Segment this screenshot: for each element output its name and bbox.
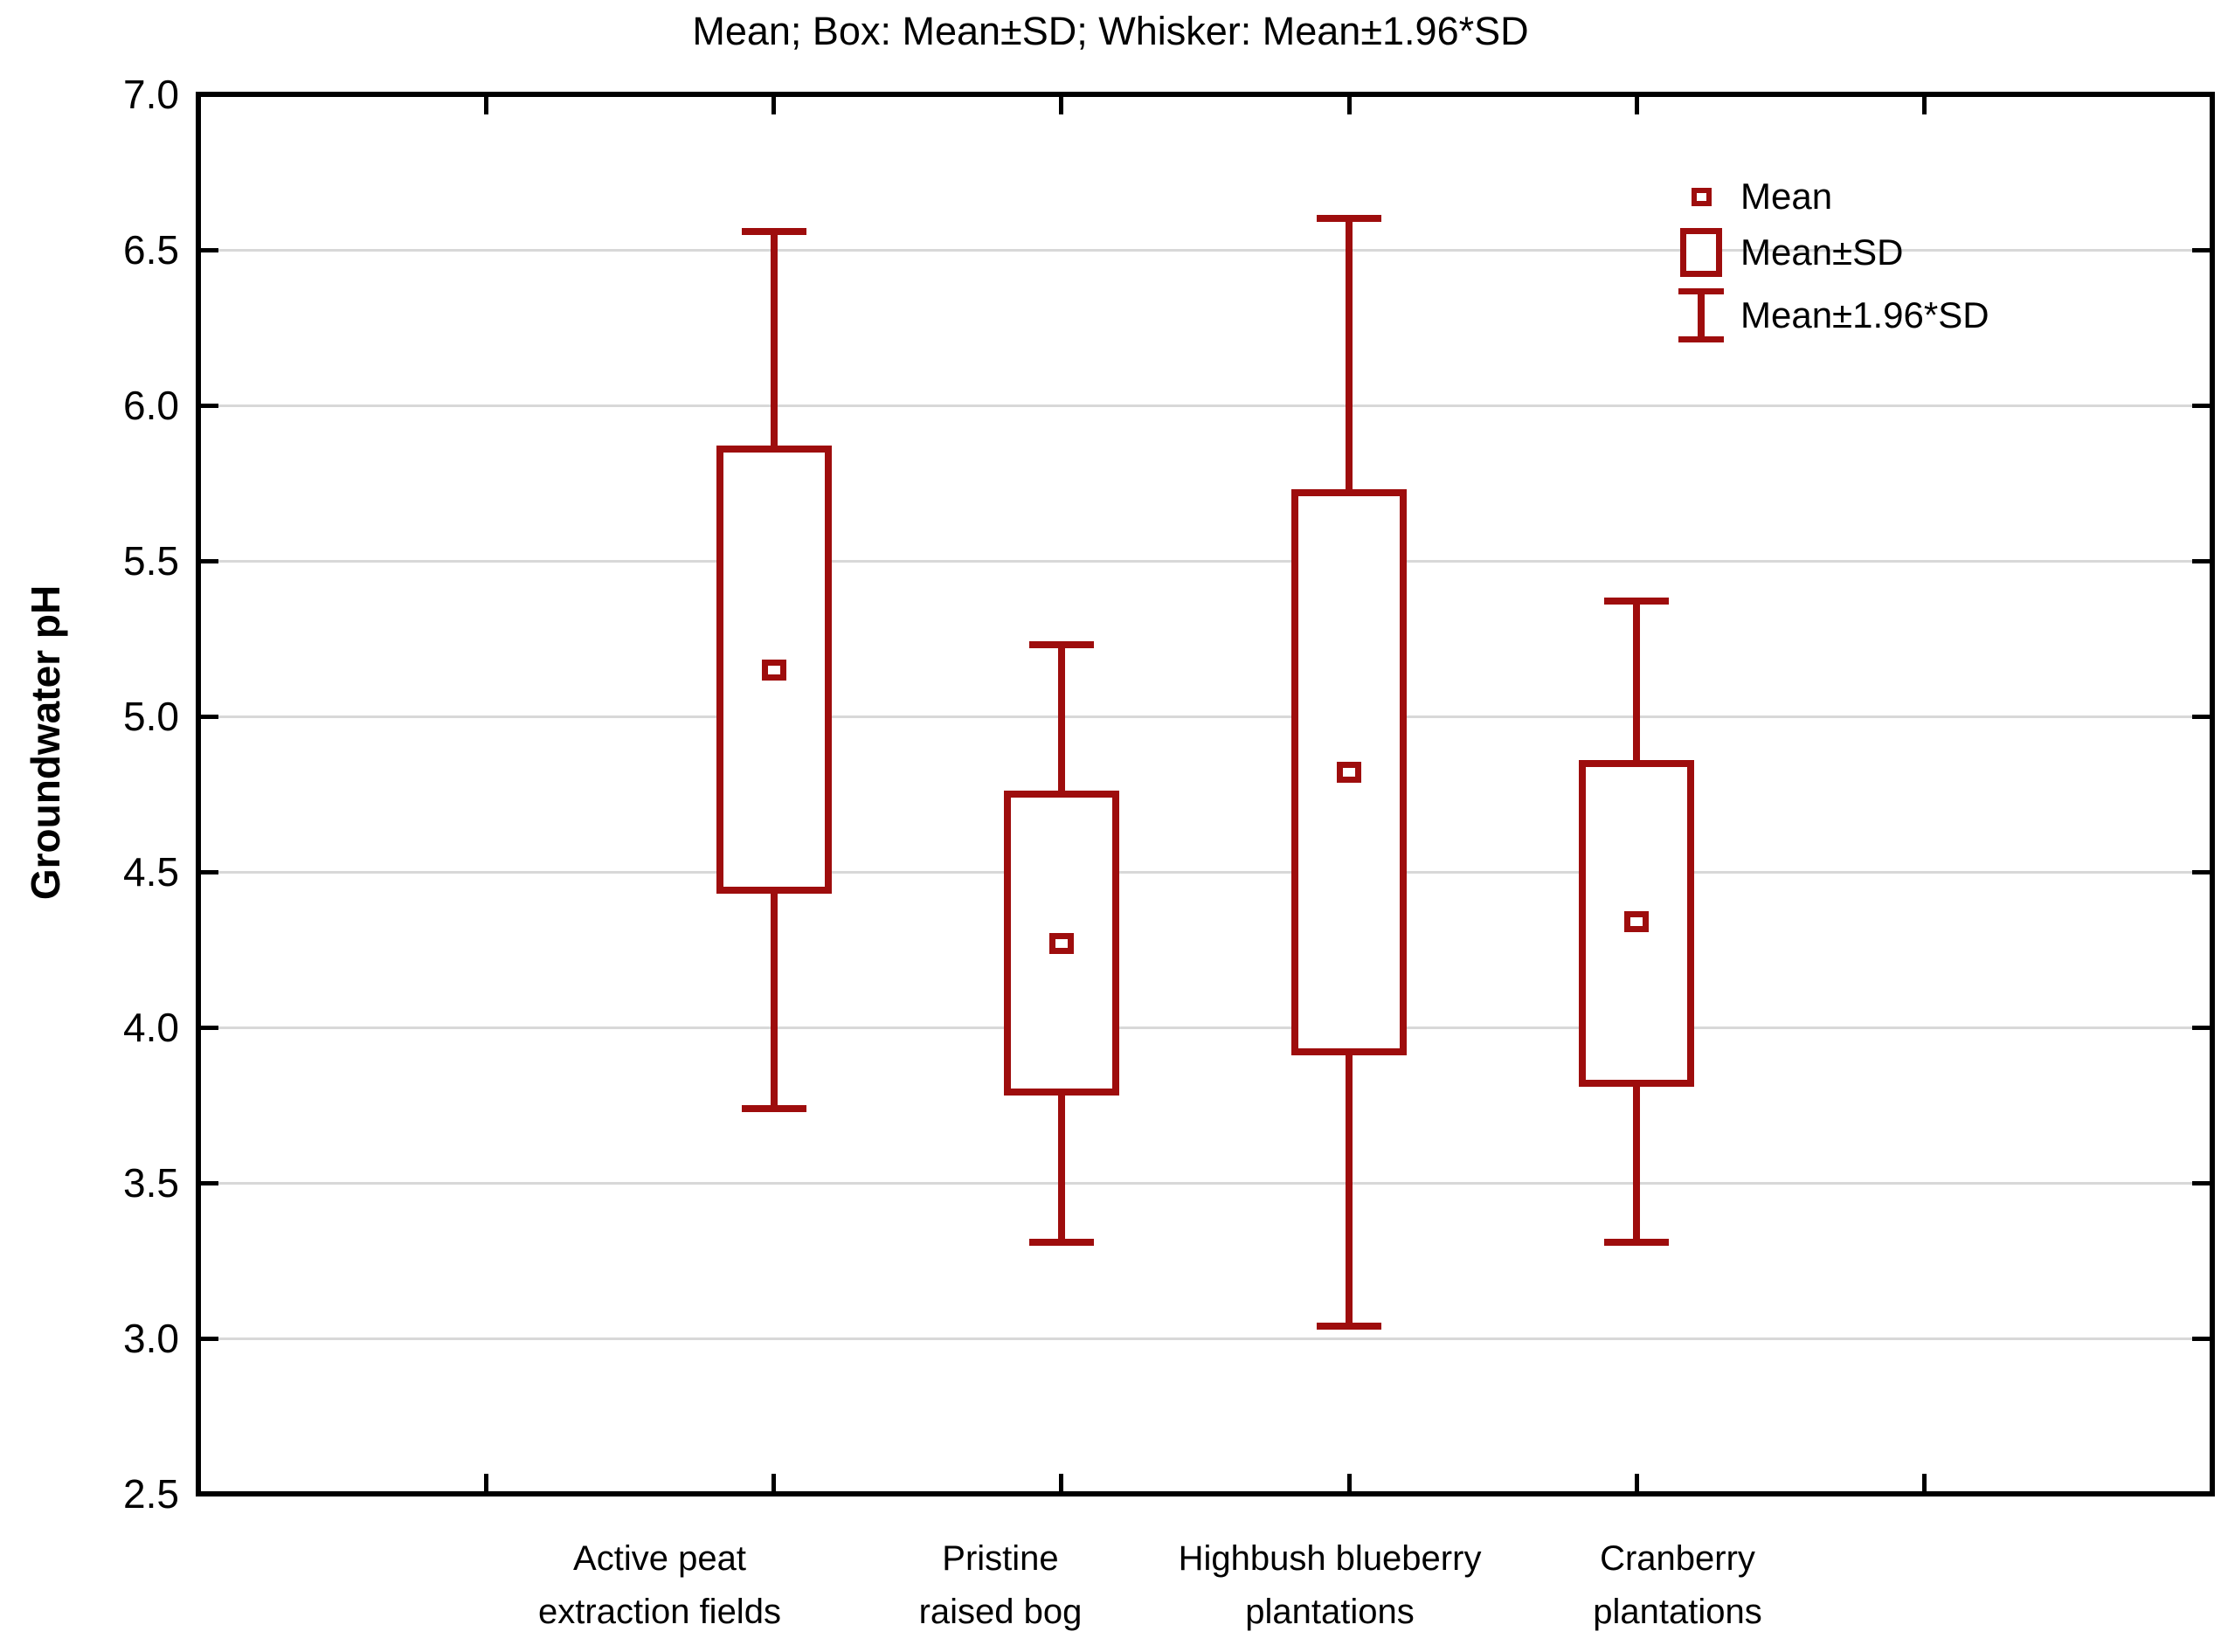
x-category-label-line: Active peat	[573, 1539, 746, 1578]
y-tick-label: 4.5	[123, 849, 179, 895]
x-category-label: Highbush blueberry plantations	[1103, 1532, 1557, 1639]
x-category-label: Active peat extraction fields	[432, 1532, 887, 1639]
mean-marker	[1048, 932, 1074, 954]
whisker-cap-top	[1028, 641, 1094, 649]
chart-title: Mean; Box: Mean±SD; Whisker: Mean±1.96*S…	[692, 9, 1529, 53]
axis-tick	[2192, 247, 2210, 252]
legend-item-mean-196sd: Mean±1.96*SD	[1676, 283, 1989, 348]
whisker-cap-top	[1317, 215, 1382, 223]
y-tick-label: 4.0	[123, 1005, 179, 1050]
mean-marker-icon	[1691, 187, 1712, 206]
axis-tick	[2192, 1025, 2210, 1030]
legend-item-mean: Mean	[1676, 171, 1989, 222]
axis-tick	[2192, 1336, 2210, 1341]
x-category-label: Cranberry plantations	[1450, 1532, 1905, 1639]
y-tick-label: 5.0	[123, 694, 179, 739]
axis-tick	[2192, 1180, 2210, 1185]
axis-tick	[201, 869, 218, 874]
axis-tick	[1634, 1474, 1639, 1491]
x-category-label-line: plantations	[1593, 1593, 1762, 1631]
gridline	[201, 1337, 2210, 1340]
whisker-cap-top	[741, 227, 806, 235]
x-category-label-line: Highbush blueberry	[1178, 1539, 1482, 1578]
axis-tick	[201, 558, 218, 563]
gridline	[201, 1026, 2210, 1029]
legend-label: Mean±1.96*SD	[1740, 294, 1989, 335]
gridline	[201, 248, 2210, 252]
legend: Mean Mean±SD Mean±1.96*SD	[1676, 171, 1989, 348]
axis-tick	[201, 1336, 218, 1341]
axis-tick	[771, 1474, 777, 1491]
axis-tick	[1346, 1474, 1352, 1491]
y-tick-label: 2.5	[123, 1471, 179, 1517]
y-tick-label: 6.5	[123, 227, 179, 273]
axis-tick	[2192, 714, 2210, 719]
x-category-label-line: extraction fields	[538, 1593, 781, 1631]
whisker-cap-bottom	[741, 1104, 806, 1112]
y-tick-label: 3.5	[123, 1160, 179, 1206]
whisker-cap-bottom	[1028, 1238, 1094, 1246]
axis-tick	[201, 247, 218, 252]
axis-tick	[201, 1180, 218, 1185]
mean-marker	[1337, 762, 1362, 784]
legend-item-mean-sd: Mean±SD	[1676, 222, 1989, 283]
mean-marker	[761, 659, 786, 681]
axis-tick	[771, 97, 777, 114]
whisker-icon	[1678, 288, 1724, 342]
gridline	[201, 1181, 2210, 1185]
axis-tick	[1634, 97, 1639, 114]
legend-label: Mean	[1740, 176, 1833, 217]
axis-tick	[483, 1474, 488, 1491]
gridline	[201, 715, 2210, 718]
axis-tick	[483, 97, 488, 114]
axis-tick	[201, 714, 218, 719]
axis-tick	[2192, 558, 2210, 563]
axis-tick	[201, 403, 218, 408]
whisker-cap-bottom	[1604, 1238, 1670, 1246]
axis-tick	[1059, 1474, 1064, 1491]
plot-frame	[196, 92, 2215, 1496]
whisker-cap-top	[1604, 598, 1670, 605]
axis-tick	[1922, 97, 1927, 114]
whisker-cap-bottom	[1317, 1322, 1382, 1330]
x-category-label-line: Cranberry	[1600, 1539, 1755, 1578]
mean-marker	[1624, 910, 1650, 932]
y-tick-label: 3.0	[123, 1316, 179, 1361]
x-category-label-line: Pristine	[942, 1539, 1059, 1578]
gridline	[201, 870, 2210, 874]
x-category-label-line: raised bog	[918, 1593, 1083, 1631]
gridline	[201, 404, 2210, 407]
box-icon	[1680, 228, 1722, 277]
axis-tick	[1059, 97, 1064, 114]
y-tick-label: 6.0	[123, 383, 179, 428]
x-category-label-line: plantations	[1245, 1593, 1415, 1631]
axis-tick	[201, 1025, 218, 1030]
axis-tick	[2192, 403, 2210, 408]
y-tick-label: 5.5	[123, 538, 179, 584]
x-category-label: Pristine raised bog	[773, 1532, 1228, 1639]
gridline	[201, 559, 2210, 563]
axis-tick	[2192, 869, 2210, 874]
y-tick-label: 7.0	[123, 72, 179, 117]
axis-tick	[1922, 1474, 1927, 1491]
axis-tick	[1346, 97, 1352, 114]
legend-label: Mean±SD	[1740, 232, 1904, 273]
